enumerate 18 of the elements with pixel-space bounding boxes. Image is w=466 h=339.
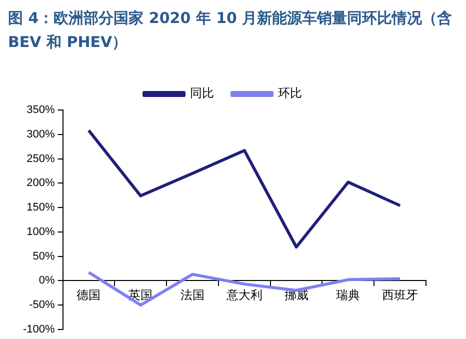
x-tick-label: 德国 bbox=[76, 288, 101, 302]
chart-title: 图 4：欧洲部分国家 2020 年 10 月新能源车销量同环比情况（含 BEV 和 PHEV） bbox=[8, 8, 454, 53]
legend-label: 同比 bbox=[190, 86, 214, 100]
x-tick-label: 意大利 bbox=[225, 288, 262, 302]
y-tick-label: 50% bbox=[32, 250, 55, 262]
y-tick-label: 250% bbox=[26, 152, 56, 165]
x-tick-label: 法国 bbox=[180, 288, 205, 302]
y-tick-label: 300% bbox=[26, 128, 56, 140]
x-tick-label: 西班牙 bbox=[382, 288, 418, 302]
y-tick-label: 100% bbox=[26, 226, 56, 238]
y-tick-label: 350% bbox=[26, 104, 56, 116]
y-tick-label: 200% bbox=[26, 177, 56, 190]
y-tick-label: -50% bbox=[29, 299, 56, 312]
y-tick-label: -100% bbox=[23, 323, 56, 336]
legend-label: 环比 bbox=[278, 86, 302, 100]
y-tick-label: 150% bbox=[26, 202, 56, 214]
y-tick-label: 0% bbox=[38, 274, 56, 287]
x-tick-label: 瑞典 bbox=[336, 288, 360, 302]
